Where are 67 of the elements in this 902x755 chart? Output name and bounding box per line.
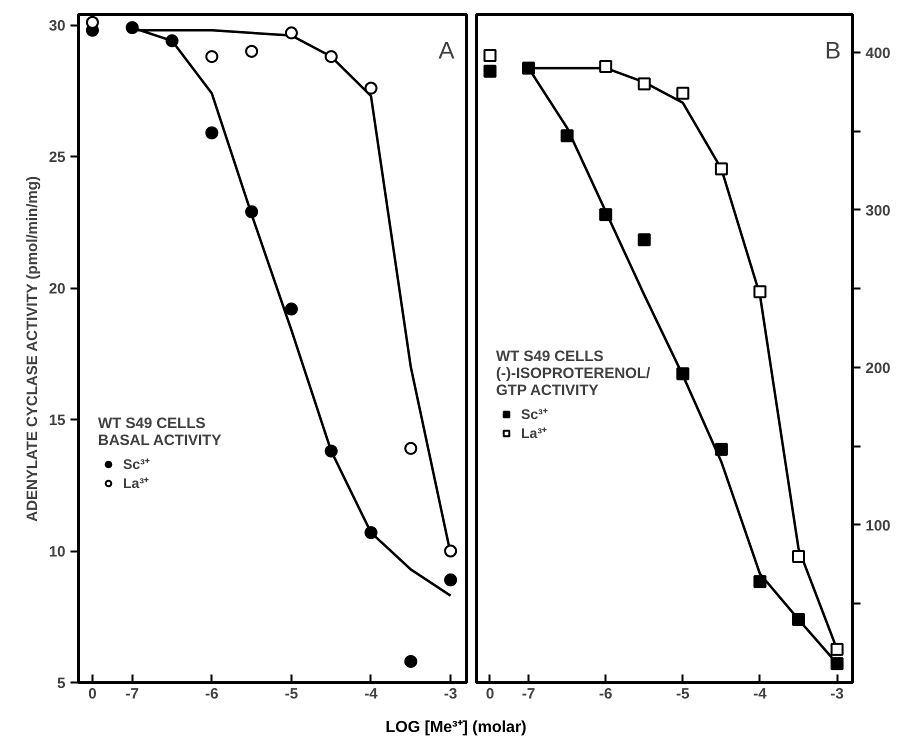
point [324,50,338,64]
y-tick-label: 300 [866,202,891,220]
point [284,26,298,40]
point [205,50,218,64]
point [753,575,766,588]
annotation: B [824,38,841,64]
y-tick-label: 20 [48,280,66,298]
point [714,162,728,176]
y-tick-label: 30 [48,18,66,35]
point [245,205,258,218]
point [522,62,536,75]
point [714,442,728,456]
x-tick-label: -4 [364,686,378,702]
point [404,654,418,668]
point [126,21,139,34]
point [483,64,496,78]
y-tick-label: 25 [48,149,66,166]
point [245,44,258,58]
point [638,233,651,246]
legend-label: La³⁺ [123,474,149,492]
x-tick-label: 0 [486,686,494,702]
y-tick-label: 15 [48,412,66,430]
x-tick-label: -7 [126,686,139,702]
x-tick-label: -4 [753,686,768,702]
y-axis-title: ADENYLATE CYCLASE ACTIVITY (pmol/min/mg) [24,176,41,522]
y-tick-label: 200 [866,360,891,377]
y-tick-label: 10 [48,544,66,561]
point [205,126,218,140]
x-tick-label: -5 [284,686,298,702]
legend-label: La³⁺ [521,424,547,442]
x-tick-label: -5 [676,686,690,702]
point [830,657,844,670]
point [364,526,378,540]
legend-label: Sc³⁺ [521,405,548,423]
x-tick-label: -3 [830,686,844,702]
point [830,642,844,656]
x-axis-title: LOG [Me³⁺] (molar) [386,718,526,738]
legend-label: Sc³⁺ [123,455,150,473]
point [638,77,651,90]
x-tick-label: -7 [522,686,536,702]
y-tick-label: 400 [866,44,891,62]
annotation: A [438,38,455,64]
point [444,544,458,558]
point [560,129,574,142]
point [676,367,690,380]
x-tick-label: -6 [599,686,612,702]
point [676,86,690,100]
point [404,442,418,455]
point [284,302,298,316]
y-tick-label: 5 [57,675,66,692]
x-tick-label: -6 [205,686,218,702]
point [753,285,766,298]
point [166,34,179,48]
point [599,60,612,73]
x-tick-label: 0 [88,686,97,702]
point [792,550,806,563]
point [324,444,338,458]
point [599,208,612,222]
legend-title: WT S49 CELLS BASAL ACTIVITY [98,415,222,449]
point [483,48,496,62]
x-tick-label: -3 [444,686,458,702]
y-tick-label: 100 [866,517,891,534]
point [364,82,378,95]
point [444,573,458,586]
point [792,612,806,626]
legend-title: WT S49 CELLS (-)-ISOPROTERENOL/ GTP ACTIVITY [496,348,650,399]
point [86,16,99,29]
